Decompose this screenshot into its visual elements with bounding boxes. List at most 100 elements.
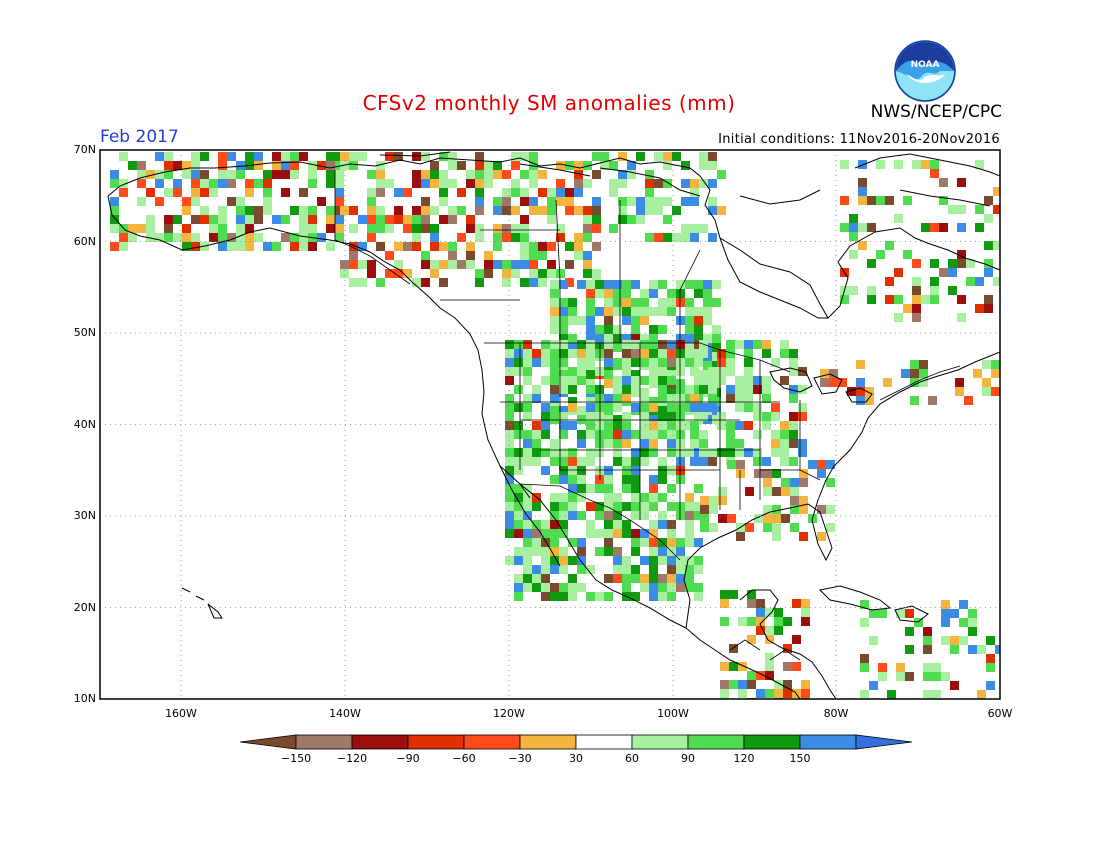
wet-anomaly-cell: [622, 358, 631, 367]
wet-anomaly-cell: [712, 325, 721, 334]
dry-anomaly-cell: [532, 349, 541, 358]
lat-label: 50N: [73, 326, 96, 339]
dry-anomaly-cell: [502, 224, 511, 233]
wet-anomaly-cell: [699, 439, 708, 448]
wet-anomaly-cell: [182, 242, 191, 251]
wet-anomaly-cell: [613, 343, 622, 352]
wet-anomaly-cell: [538, 278, 547, 287]
wet-anomaly-cell: [622, 421, 631, 430]
wet-anomaly-cell: [577, 370, 586, 379]
dry-anomaly-cell: [514, 529, 523, 538]
wet-anomaly-cell: [613, 394, 622, 403]
wet-anomaly-cell: [735, 340, 744, 349]
dry-anomaly-cell: [649, 421, 658, 430]
wet-anomaly-cell: [631, 340, 640, 349]
wet-anomaly-cell: [789, 394, 798, 403]
wet-anomaly-cell: [227, 242, 236, 251]
wet-anomaly-cell: [699, 412, 708, 421]
dry-anomaly-cell: [182, 224, 191, 233]
wet-anomaly-cell: [676, 403, 685, 412]
dry-anomaly-cell: [690, 179, 699, 188]
wet-anomaly-cell: [718, 487, 727, 496]
wet-anomaly-cell: [986, 636, 995, 645]
wet-anomaly-cell: [717, 421, 726, 430]
dry-anomaly-cell: [556, 161, 565, 170]
dry-anomaly-cell: [858, 178, 867, 187]
wet-anomaly-cell: [505, 340, 514, 349]
dry-anomaly-cell: [538, 170, 547, 179]
wet-anomaly-cell: [640, 376, 649, 385]
dry-anomaly-cell: [745, 523, 754, 532]
wet-anomaly-cell: [586, 385, 595, 394]
wet-anomaly-cell: [959, 636, 968, 645]
dry-anomaly-cell: [939, 268, 948, 277]
dry-anomaly-cell: [896, 663, 905, 672]
colorbar-tick-label: −30: [508, 752, 532, 765]
wet-anomaly-cell: [676, 448, 685, 457]
wet-anomaly-cell: [191, 197, 200, 206]
wet-anomaly-cell: [726, 439, 735, 448]
dry-anomaly-cell: [923, 627, 932, 636]
wet-anomaly-cell: [640, 430, 649, 439]
dry-anomaly-cell: [550, 583, 559, 592]
dry-anomaly-cell: [182, 206, 191, 215]
dry-anomaly-cell: [982, 378, 991, 387]
wet-anomaly-cell: [640, 448, 649, 457]
wet-anomaly-cell: [541, 448, 550, 457]
wet-anomaly-cell: [658, 349, 667, 358]
wet-anomaly-cell: [550, 289, 559, 298]
wet-anomaly-cell: [577, 565, 586, 574]
dry-anomaly-cell: [550, 547, 559, 556]
wet-anomaly-cell: [577, 538, 586, 547]
dry-anomaly-cell: [604, 511, 613, 520]
wet-anomaly-cell: [559, 370, 568, 379]
wet-anomaly-cell: [541, 583, 550, 592]
wet-anomaly-cell: [604, 358, 613, 367]
wet-anomaly-cell: [613, 385, 622, 394]
dry-anomaly-cell: [367, 260, 376, 269]
wet-anomaly-cell: [622, 307, 631, 316]
wet-anomaly-cell: [876, 250, 885, 259]
wet-anomaly-cell: [631, 385, 640, 394]
wet-anomaly-cell: [412, 224, 421, 233]
wet-anomaly-cell: [358, 242, 367, 251]
wet-anomaly-cell: [685, 403, 694, 412]
wet-anomaly-cell: [694, 325, 703, 334]
lat-label: 70N: [73, 143, 96, 156]
wet-anomaly-cell: [577, 457, 586, 466]
wet-anomaly-cell: [520, 233, 529, 242]
wet-anomaly-cell: [541, 565, 550, 574]
dry-anomaly-cell: [385, 251, 394, 260]
dry-anomaly-cell: [119, 188, 128, 197]
wet-anomaly-cell: [658, 394, 667, 403]
wet-anomaly-cell: [367, 188, 376, 197]
wet-anomaly-cell: [475, 278, 484, 287]
wet-anomaly-cell: [568, 502, 577, 511]
wet-anomaly-cell: [708, 197, 717, 206]
dry-anomaly-cell: [756, 599, 765, 608]
dry-anomaly-cell: [367, 215, 376, 224]
wet-anomaly-cell: [577, 430, 586, 439]
wet-anomaly-cell: [358, 152, 367, 161]
dry-anomaly-cell: [529, 260, 538, 269]
wet-anomaly-cell: [712, 334, 721, 343]
wet-anomaly-cell: [772, 505, 781, 514]
dry-anomaly-cell: [430, 269, 439, 278]
dry-anomaly-cell: [905, 672, 914, 681]
dry-anomaly-cell: [885, 196, 894, 205]
wet-anomaly-cell: [631, 547, 640, 556]
wet-anomaly-cell: [586, 457, 595, 466]
wet-anomaly-cell: [982, 387, 991, 396]
wet-anomaly-cell: [586, 484, 595, 493]
wet-anomaly-cell: [950, 645, 959, 654]
dry-anomaly-cell: [838, 378, 847, 387]
dry-anomaly-cell: [654, 179, 663, 188]
wet-anomaly-cell: [622, 457, 631, 466]
dry-anomaly-cell: [798, 412, 807, 421]
wet-anomaly-cell: [529, 152, 538, 161]
wet-anomaly-cell: [681, 179, 690, 188]
wet-anomaly-cell: [694, 583, 703, 592]
wet-anomaly-cell: [622, 475, 631, 484]
dry-anomaly-cell: [421, 215, 430, 224]
dry-anomaly-cell: [520, 197, 529, 206]
